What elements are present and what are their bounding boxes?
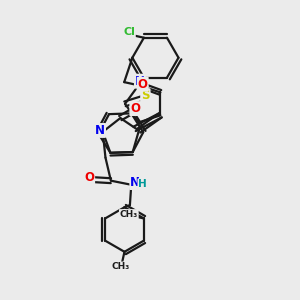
Text: CH₃: CH₃: [120, 210, 138, 219]
Text: O: O: [84, 172, 94, 184]
Text: Cl: Cl: [123, 27, 135, 37]
Text: O: O: [130, 102, 140, 115]
Text: CH₃: CH₃: [111, 262, 130, 271]
Text: N: N: [95, 124, 105, 137]
Text: O: O: [138, 78, 148, 91]
Text: N: N: [135, 75, 145, 88]
Text: N: N: [130, 176, 140, 189]
Text: H: H: [138, 179, 147, 189]
Text: S: S: [141, 89, 150, 102]
